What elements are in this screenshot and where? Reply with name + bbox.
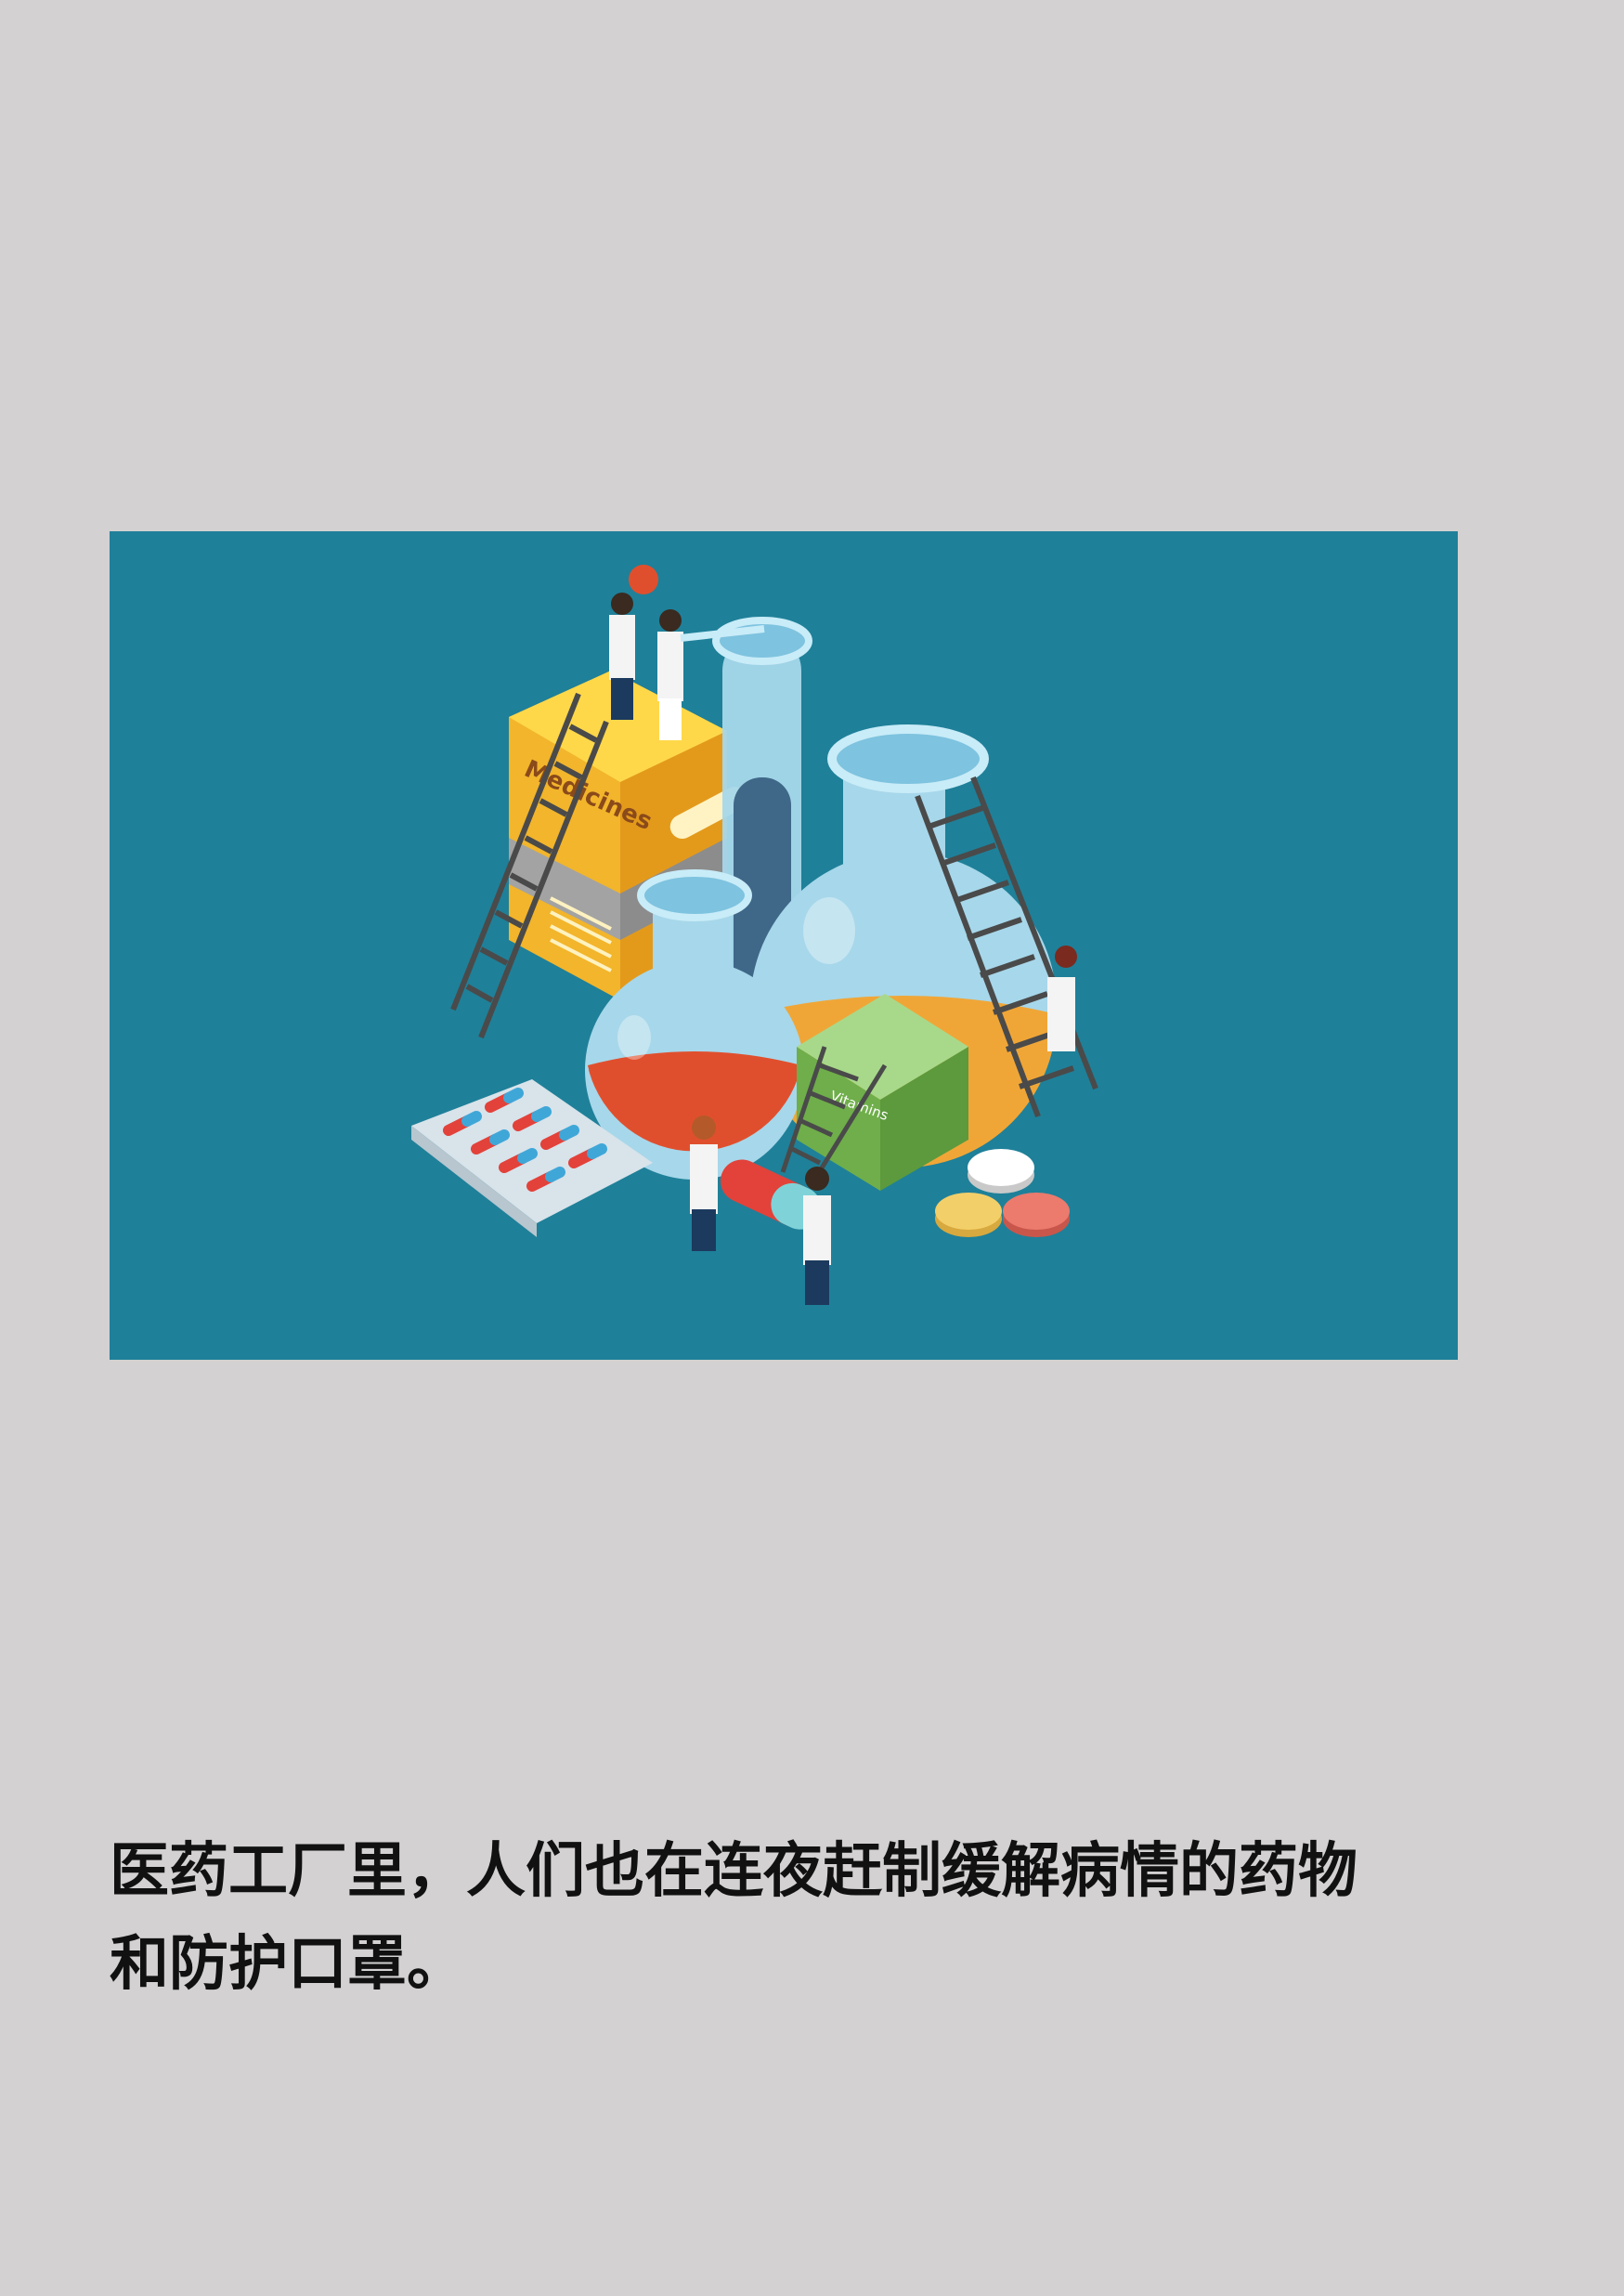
red-flask — [585, 869, 804, 1180]
caption-line-1: 医药工厂里，人们也在连夜赶制缓解病情的药物 — [110, 1837, 1358, 1906]
tablets — [935, 1149, 1070, 1237]
pharmacy-illustration-art: Medicines — [411, 565, 1098, 1305]
pill-blister-pack — [411, 1079, 653, 1237]
pharmacy-illustration: Medicines — [110, 531, 1458, 1360]
caption-line-2: 和防护口罩。 — [110, 1930, 466, 1999]
scientist-figures — [609, 565, 1077, 1305]
ladder-small — [780, 1046, 888, 1188]
ladder-left — [450, 692, 609, 1039]
caption-paragraph: 医药工厂里，人们也在连夜赶制缓解病情的药物 和防护口罩。 — [110, 1825, 1502, 2011]
